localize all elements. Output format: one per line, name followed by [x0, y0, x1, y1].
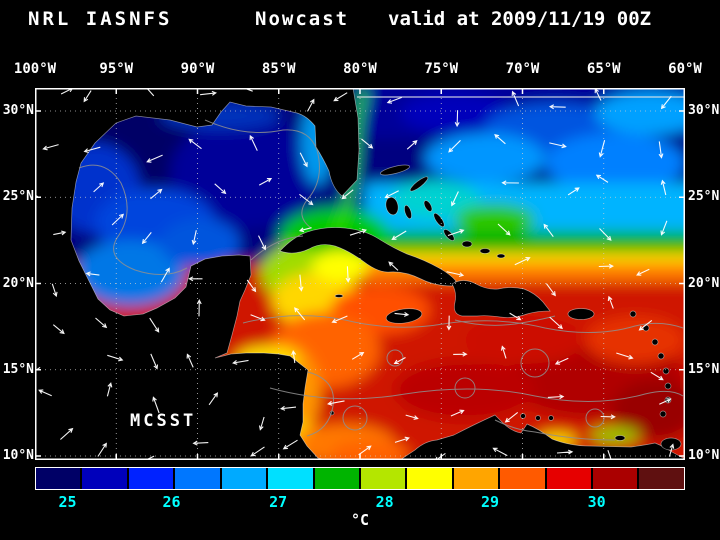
current-arrow-glyphs: [35, 88, 675, 460]
lat-tick-label: 10°N: [2, 448, 34, 463]
lat-tick-label: 10°N: [688, 448, 720, 463]
land-mask: [35, 88, 685, 460]
colorbar-segment: [36, 468, 81, 489]
colorbar-segment: [453, 468, 499, 489]
lon-tick-label: 90°W: [180, 61, 215, 77]
land-margarita: [614, 435, 626, 441]
frame-tick-glyphs: [35, 88, 685, 460]
colorbar-segment: [639, 468, 684, 489]
colorbar-segment: [314, 468, 359, 489]
colorbar-segments: [35, 467, 685, 490]
lat-tick-label: 15°N: [688, 361, 720, 377]
land-trinidad: [660, 437, 682, 451]
title-product: Nowcast: [255, 8, 350, 30]
map-frame: [35, 88, 685, 460]
lat-tick-label: 15°N: [2, 361, 34, 377]
land-south-america: [399, 414, 685, 460]
colorbar-segment: [128, 468, 174, 489]
colorbar: 25 26 27 28 29 30 °C: [35, 467, 685, 531]
sst-map-svg: MCSST: [35, 88, 685, 460]
lon-tick-label: 60°W: [668, 61, 702, 77]
lon-tick-label: 70°W: [505, 61, 540, 77]
map-area: MCSST: [35, 88, 685, 460]
colorbar-tick-label: 28: [375, 493, 394, 511]
current-arrows: [35, 88, 675, 460]
colorbar-segment: [407, 468, 452, 489]
land-north-central-america: [35, 88, 360, 460]
lon-tick-label: 85°W: [261, 61, 296, 77]
colorbar-tick-label: 27: [269, 493, 288, 511]
lat-tick-label: 25°N: [688, 189, 720, 205]
lon-tick-label: 75°W: [424, 61, 459, 77]
mcsst-label: MCSST: [130, 411, 196, 431]
title-model-name: NRL IASNFS: [28, 8, 173, 30]
colorbar-ticks: 25 26 27 28 29 30: [35, 493, 685, 511]
grid-lines: [35, 88, 685, 460]
lat-axis-right: 30°N 25°N 20°N 15°N 10°N: [688, 88, 720, 463]
lat-axis-left: 30°N 25°N 20°N 15°N 10°N: [2, 88, 35, 463]
lon-tick-label: 80°W: [343, 61, 377, 77]
land-puerto-rico: [567, 308, 595, 320]
plot-title: NRL IASNFS Nowcast valid at 2009/11/19 0…: [0, 8, 720, 34]
colorbar-tick-label: 29: [480, 493, 500, 511]
frame-ticks: [35, 88, 685, 460]
lon-tick-label: 65°W: [586, 61, 621, 77]
lat-tick-label: 30°N: [2, 103, 34, 118]
colorbar-segment: [593, 468, 638, 489]
colorbar-segment: [360, 468, 406, 489]
land-hispaniola: [451, 280, 551, 318]
sst-color-field: [35, 88, 685, 460]
colorbar-segment: [500, 468, 545, 489]
land-jamaica: [385, 308, 423, 324]
title-valid-time: valid at 2009/11/19 00Z: [388, 8, 652, 30]
lat-tick-label: 30°N: [688, 103, 720, 118]
colorbar-tick-label: 25: [58, 493, 77, 511]
colorbar-segment: [175, 468, 220, 489]
colorbar-tick-label: 26: [162, 493, 181, 511]
lat-tick-label: 25°N: [2, 189, 34, 205]
land-cayman: [334, 294, 344, 298]
lon-tick-label: 100°W: [13, 61, 57, 77]
colorbar-unit: °C: [350, 511, 370, 529]
lat-tick-label: 20°N: [2, 275, 34, 291]
colorbar-tick-label: 30: [587, 493, 606, 511]
lon-tick-label: 95°W: [99, 61, 134, 77]
colorbar-segment: [268, 468, 313, 489]
colorbar-segment: [546, 468, 592, 489]
colorbar-segment: [82, 468, 127, 489]
lat-tick-label: 20°N: [688, 275, 720, 291]
lon-axis: 100°W 95°W 90°W 85°W 80°W 75°W 70°W 65°W 60°W: [14, 61, 702, 79]
colorbar-segment: [221, 468, 267, 489]
